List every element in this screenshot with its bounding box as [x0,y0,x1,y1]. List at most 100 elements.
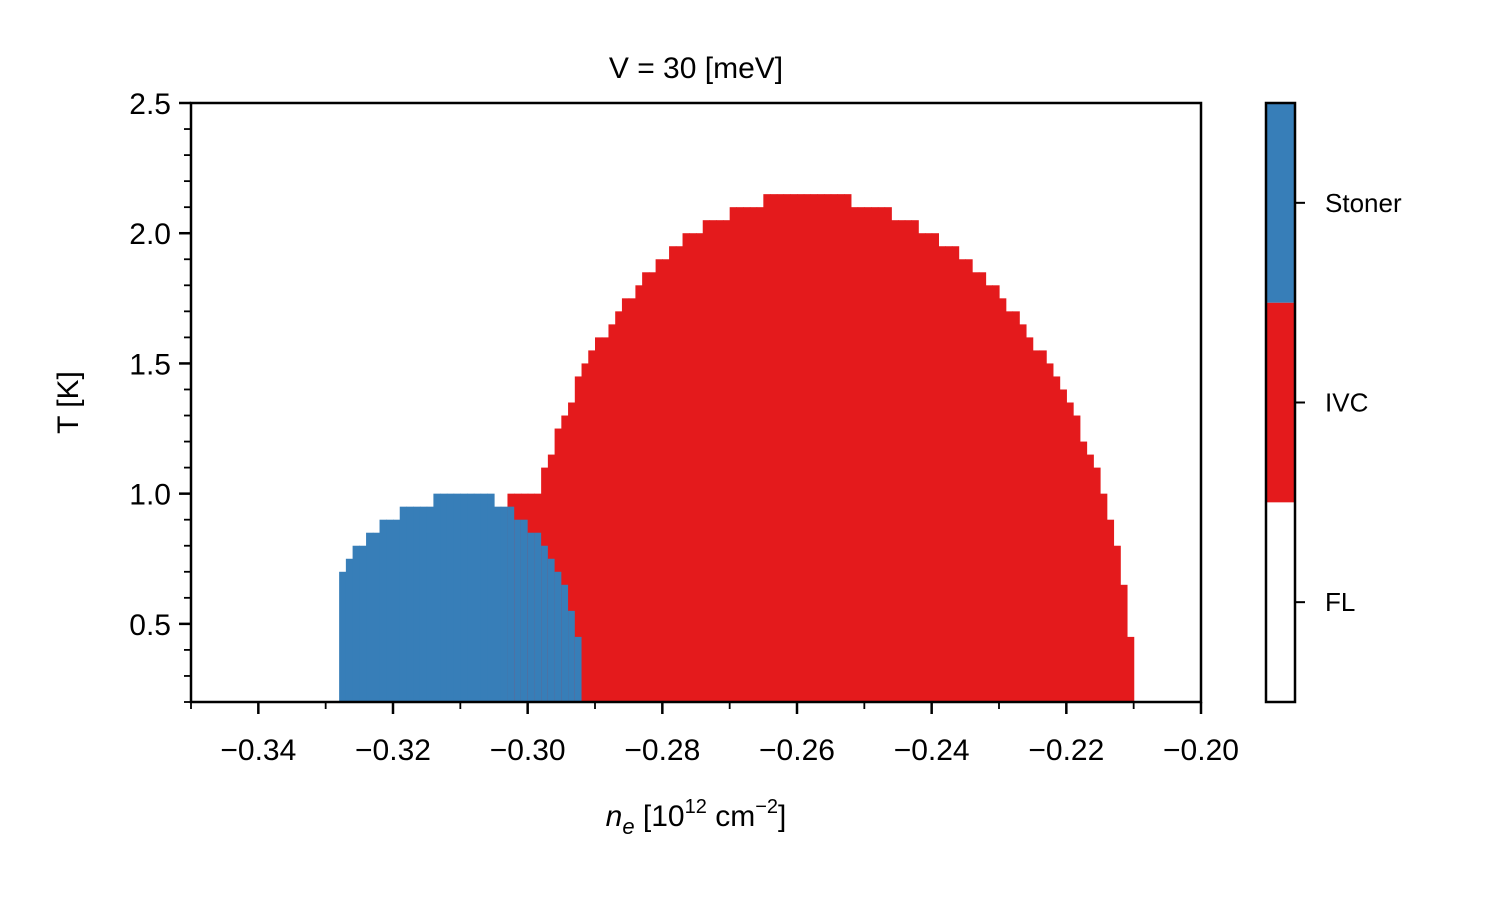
ivc-cell [1093,467,1101,702]
ivc-cell [1019,324,1027,702]
ivc-cell [749,207,758,702]
stoner-cell [386,519,394,702]
ivc-cell [965,259,973,702]
ivc-cell [588,350,596,702]
x-tick-label: −0.20 [1163,734,1239,767]
ivc-cell [1073,415,1081,702]
x-axis-title-sup1: 12 [685,796,707,818]
y-tick-label: 1.5 [129,348,171,381]
ivc-cell [1086,454,1094,702]
ivc-cell [871,207,879,702]
ivc-cell [999,298,1007,702]
stoner-cell [413,506,421,702]
ivc-cell [729,207,737,702]
stoner-cell [393,519,401,702]
stoner-cell [339,571,347,702]
ivc-cell [951,246,960,702]
stoner-cell [568,610,576,702]
x-tick-label: −0.34 [220,734,296,767]
colorbar-label-fl: FL [1325,587,1355,617]
stoner-cell [473,493,482,702]
x-tick-label: −0.24 [894,734,970,767]
ivc-cell [1066,402,1074,702]
stoner-cell [359,545,367,702]
stoner-cell [494,506,502,702]
stoner-cell [467,493,475,702]
ivc-cell [972,272,980,702]
ivc-cell [1052,376,1061,702]
ivc-cell [992,285,1000,702]
plot-frame [189,101,1203,704]
ivc-cell [810,194,818,703]
ivc-cell [628,298,636,702]
ivc-cell [669,246,677,702]
ivc-cell [1012,311,1020,702]
x-axis-title-mid: cm [707,800,755,833]
stoner-cell [547,558,556,702]
ivc-cell [743,207,751,702]
ivc-cell [1039,350,1047,702]
x-axis-title-post: ] [778,800,786,833]
stoner-cell [460,493,468,702]
y-tick-label: 1.0 [129,479,171,512]
stoner-cell [480,493,488,702]
ivc-cell [1079,441,1088,702]
ivc-cell [898,220,906,702]
stoner-cell [487,493,495,702]
plot-area [339,194,1135,703]
y-tick-label: 2.0 [129,218,171,251]
ivc-cell [864,207,872,702]
ivc-cell [945,246,953,702]
colorbar: FL IVC Stoner [1264,101,1402,704]
ivc-cell [918,233,926,702]
ivc-cell [716,220,724,702]
stoner-cell [500,506,509,702]
stoner-cell [345,558,354,702]
ivc-cell [642,272,650,702]
colorbar-label-ivc: IVC [1325,388,1368,418]
y-tick-label: 2.5 [129,88,171,121]
ivc-cell [615,311,623,702]
ivc-cell [702,220,711,702]
ivc-cell [682,233,690,702]
x-tick-label: −0.30 [490,734,566,767]
ivc-cell [1120,584,1128,702]
stoner-cell [554,571,562,702]
y-axis: 0.5 1.0 1.5 2.0 2.5 [129,88,191,703]
ivc-cell [581,363,589,702]
ivc-cell [568,402,576,702]
ivc-cell [884,207,892,702]
ivc-cell [635,285,643,702]
stoner-cell [507,506,515,702]
ivc-cell [709,220,717,702]
ivc-cell [938,246,946,702]
x-tick-label: −0.26 [759,734,835,767]
x-axis-title: ne [1012 cm−2] [606,796,787,839]
ivc-cell [763,194,771,703]
ivc-cell [850,207,859,702]
ivc-cell [621,298,630,702]
x-tick-label: −0.22 [1028,734,1104,767]
ivc-cell [911,220,919,702]
x-tick-label: −0.32 [355,734,431,767]
stoner-cell [426,506,434,702]
ivc-cell [823,194,832,703]
ivc-cell [561,415,569,702]
colorbar-label-stoner: Stoner [1325,188,1402,218]
ivc-cell [985,285,993,702]
ivc-cell [803,194,812,703]
stoner-cell [541,545,549,702]
ivc-cell [648,272,657,702]
colorbar-frame [1264,101,1297,704]
ivc-cell [837,194,845,703]
x-axis-title-sup2: −2 [755,796,778,818]
stoner-cell [534,532,542,702]
ivc-cell [1126,636,1135,702]
stoner-cell [520,519,529,702]
stoner-cell [433,493,441,702]
x-axis-title-base: n [606,800,623,833]
ivc-cell [655,259,663,702]
ivc-cell [891,220,899,702]
y-axis-title: T [K] [52,371,85,434]
